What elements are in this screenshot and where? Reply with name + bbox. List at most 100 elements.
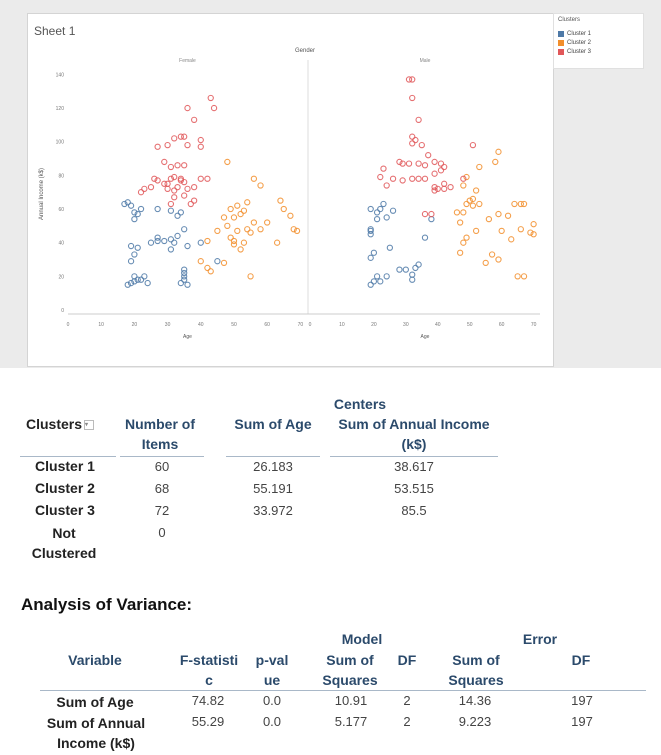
data-point — [396, 158, 403, 166]
data-point — [463, 173, 470, 181]
data-point — [154, 205, 161, 213]
worksheet: Sheet 1 Gender Annual Income (k$) 0 20 40 60 8… — [27, 13, 554, 367]
data-point — [373, 273, 381, 280]
data-point — [409, 140, 416, 147]
data-point — [466, 197, 473, 204]
data-point — [171, 187, 178, 194]
data-point — [415, 116, 422, 123]
data-point — [244, 226, 251, 233]
x-tick-label: 20 — [371, 322, 377, 328]
data-point — [177, 133, 185, 140]
data-point — [412, 136, 419, 144]
data-point — [167, 175, 175, 182]
cell-f: 74.82 — [191, 693, 225, 708]
data-point — [389, 175, 397, 182]
data-point — [181, 192, 188, 199]
data-point — [161, 237, 168, 245]
data-point — [197, 258, 204, 265]
data-point — [131, 215, 138, 223]
data-point — [181, 273, 188, 280]
data-point — [174, 184, 181, 191]
data-point — [495, 256, 502, 263]
data-point — [124, 281, 131, 288]
data-point — [141, 185, 148, 192]
cell-age: 26.183 — [253, 459, 293, 474]
data-point — [137, 205, 145, 213]
cell-model-df: 2 — [403, 714, 411, 729]
data-point — [237, 246, 244, 253]
data-point — [197, 136, 204, 144]
legend-label: Cluster 3 — [567, 49, 592, 55]
legend-item-cluster-1[interactable]: Cluster 1 — [558, 31, 591, 37]
cell-income: 85.5 — [401, 503, 427, 518]
data-point — [181, 226, 188, 233]
data-point — [373, 215, 381, 223]
data-point — [210, 104, 218, 112]
data-point — [184, 141, 191, 149]
data-point — [520, 200, 528, 208]
data-point — [460, 182, 467, 189]
cell-error-df: 197 — [571, 693, 593, 708]
data-point — [405, 76, 413, 83]
data-point — [184, 242, 191, 250]
clusters-column-header[interactable]: Clusters ▾ — [26, 414, 116, 434]
x-tick-label: 10 — [339, 322, 345, 328]
legend-item-cluster-2[interactable]: Cluster 2 — [558, 40, 591, 46]
data-point — [447, 184, 454, 191]
data-point — [181, 276, 188, 283]
data-point — [441, 185, 448, 192]
data-point — [181, 269, 188, 277]
f-statistic-column-header: F-statistic — [179, 652, 239, 688]
cell-items: 0 — [158, 525, 166, 540]
data-point — [469, 202, 477, 209]
data-point — [517, 226, 524, 233]
data-point — [167, 246, 175, 253]
cell-age: 33.972 — [253, 503, 293, 518]
data-point — [504, 212, 512, 219]
data-point — [383, 273, 390, 280]
data-point — [197, 239, 204, 246]
x-tick-label: 50 — [467, 322, 473, 328]
data-point — [250, 219, 258, 226]
data-point — [227, 205, 234, 213]
data-point — [207, 268, 214, 275]
data-point — [247, 229, 254, 236]
data-point — [190, 116, 198, 123]
divider — [226, 456, 320, 457]
data-point — [421, 234, 429, 241]
data-point — [264, 219, 271, 226]
data-point — [441, 163, 448, 171]
data-point — [220, 214, 228, 221]
data-point — [421, 210, 429, 218]
data-point — [161, 180, 168, 187]
age-column-header: Sum of Age — [234, 416, 312, 432]
data-point — [377, 173, 384, 181]
data-point — [399, 160, 406, 167]
legend-item-cluster-3[interactable]: Cluster 3 — [558, 49, 591, 55]
data-point — [197, 175, 204, 182]
data-point — [441, 180, 448, 187]
cell-error-ss: 14.36 — [458, 693, 492, 708]
data-point — [437, 167, 445, 174]
data-point — [250, 175, 258, 182]
data-point — [485, 215, 493, 223]
data-point — [511, 200, 518, 208]
sort-dropdown-icon[interactable]: ▾ — [84, 420, 95, 431]
data-point — [177, 209, 185, 216]
data-point — [373, 209, 381, 216]
x-tick-label: 40 — [435, 322, 441, 328]
data-point — [431, 184, 438, 191]
data-point — [144, 279, 151, 287]
data-point — [409, 175, 416, 182]
data-point — [377, 205, 384, 213]
cell-p: 0.0 — [262, 693, 282, 708]
data-point — [131, 251, 138, 258]
data-point — [127, 202, 135, 209]
data-point — [488, 251, 496, 258]
data-point — [174, 232, 181, 240]
data-point — [405, 160, 413, 167]
data-point — [402, 266, 409, 273]
data-point — [171, 239, 178, 246]
data-point — [498, 227, 505, 235]
